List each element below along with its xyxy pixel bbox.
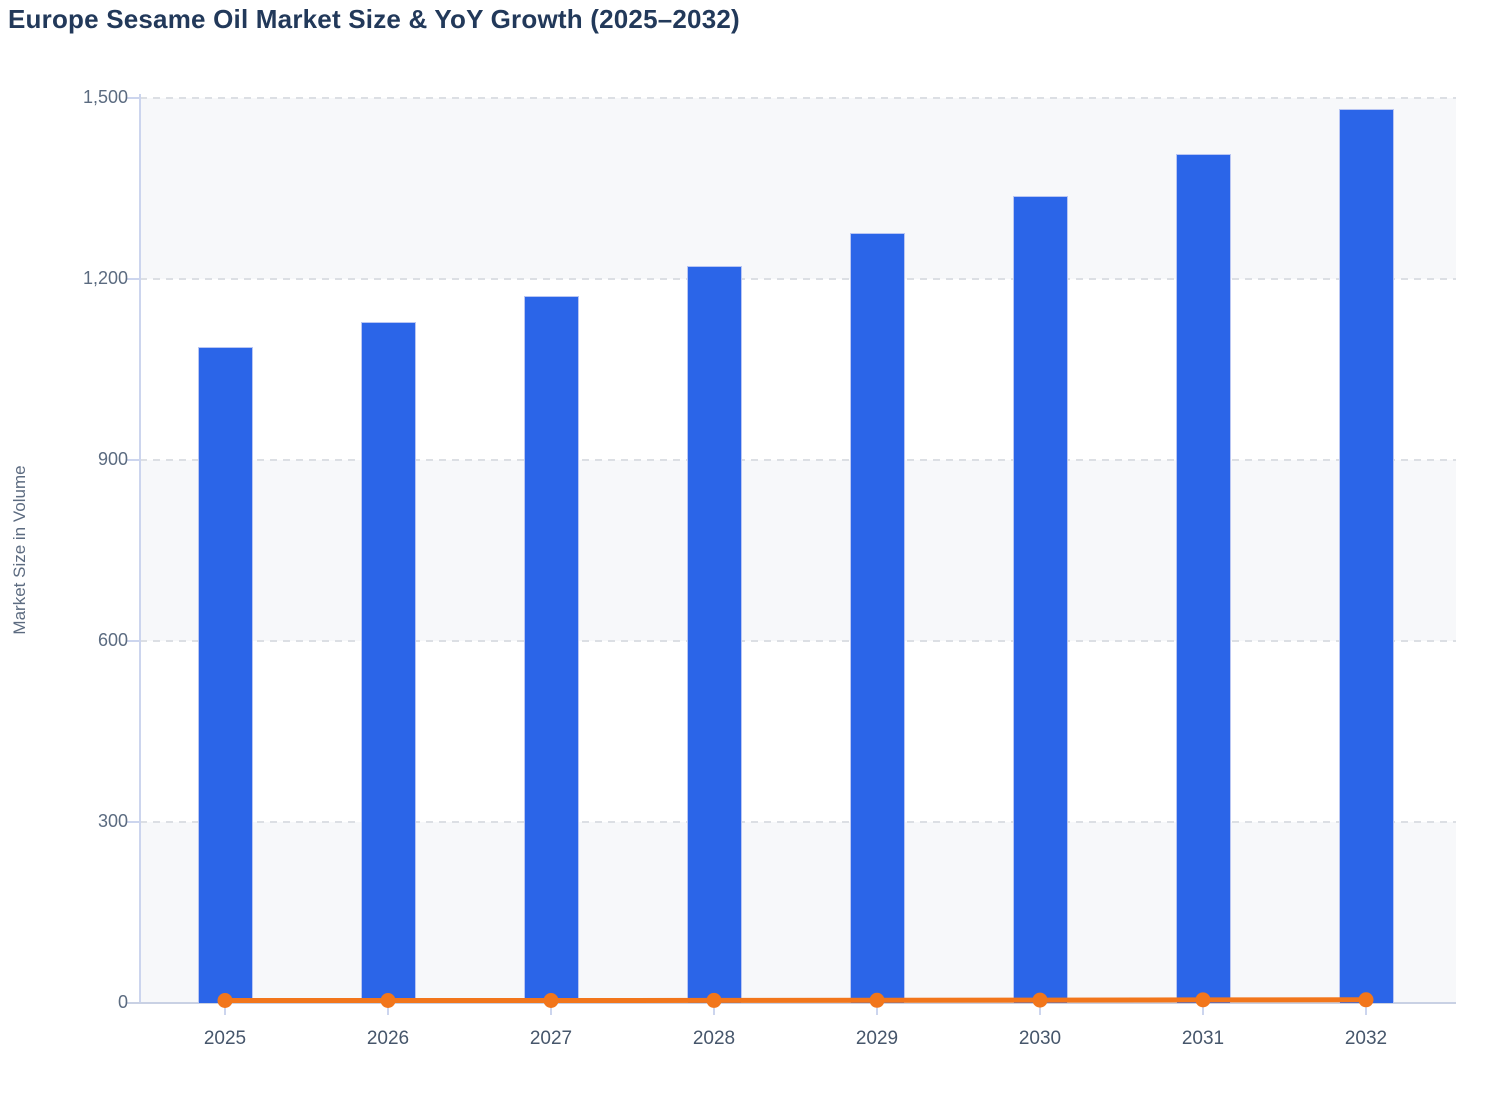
y-axis-tick-mark (127, 459, 139, 461)
yoy-growth-line (222, 997, 1369, 1003)
y-axis-tick-mark (127, 97, 139, 99)
x-axis-tick-mark (713, 1005, 715, 1015)
plot-band (140, 98, 1456, 279)
bar-2026[interactable] (361, 322, 416, 1003)
x-tick-label: 2028 (692, 1028, 736, 1049)
y-tick-label: 1,500 (82, 87, 128, 107)
chart-title: Europe Sesame Oil Market Size & YoY Grow… (8, 4, 740, 34)
x-axis-tick-mark (224, 1005, 226, 1015)
gridline (140, 459, 1456, 461)
y-axis-tick-mark (127, 640, 139, 642)
yoy-marker-2029[interactable] (869, 992, 885, 1008)
x-axis-baseline (126, 1002, 1456, 1004)
bar-2027[interactable] (524, 296, 579, 1003)
x-axis-tick-mark (550, 1005, 552, 1015)
x-axis-tick-mark (1202, 1005, 1204, 1015)
gridline (140, 821, 1456, 823)
yoy-marker-2031[interactable] (1195, 992, 1211, 1008)
x-tick-label: 2031 (1181, 1028, 1225, 1049)
yoy-marker-2030[interactable] (1032, 992, 1048, 1008)
plot-band (140, 822, 1456, 1003)
x-tick-label: 2026 (366, 1028, 410, 1049)
y-tick-label: 300 (97, 811, 128, 831)
yoy-marker-2025[interactable] (217, 993, 233, 1008)
bar-2032[interactable] (1339, 109, 1394, 1003)
x-tick-label: 2032 (1344, 1028, 1388, 1049)
gridline (140, 278, 1456, 280)
x-axis-tick-mark (1365, 1005, 1367, 1015)
yoy-marker-2026[interactable] (380, 993, 396, 1008)
yoy-marker-2032[interactable] (1358, 992, 1374, 1008)
x-tick-label: 2027 (529, 1028, 573, 1049)
x-tick-label: 2030 (1018, 1028, 1062, 1049)
x-axis-tick-mark (1039, 1005, 1041, 1015)
x-tick-label: 2025 (203, 1028, 247, 1049)
y-axis-title: Market Size in Volume (10, 465, 29, 635)
y-tick-label: 600 (97, 630, 128, 650)
y-axis-tick-mark (127, 821, 139, 823)
y-tick-label: 900 (97, 449, 128, 469)
x-tick-label: 2029 (855, 1028, 899, 1049)
bar-2031[interactable] (1176, 154, 1231, 1003)
gridline (140, 97, 1456, 99)
bar-2025[interactable] (198, 347, 253, 1003)
yoy-marker-2027[interactable] (543, 993, 559, 1008)
bar-2029[interactable] (850, 233, 905, 1003)
plot-area (126, 94, 1456, 1015)
x-axis-tick-mark (876, 1005, 878, 1015)
yoy-growth-line-layer (217, 992, 1374, 1008)
gridline (140, 640, 1456, 642)
yoy-marker-2028[interactable] (706, 992, 722, 1008)
y-tick-label: 1,200 (82, 268, 128, 288)
x-axis-tick-mark (387, 1005, 389, 1015)
bar-2028[interactable] (687, 266, 742, 1003)
y-axis-tick-mark (127, 278, 139, 280)
y-axis-line (139, 94, 141, 1003)
plot-band (140, 279, 1456, 460)
plot-band (140, 460, 1456, 641)
y-tick-label: 0 (117, 992, 128, 1012)
plot-band (140, 641, 1456, 822)
bar-2030[interactable] (1013, 196, 1068, 1003)
